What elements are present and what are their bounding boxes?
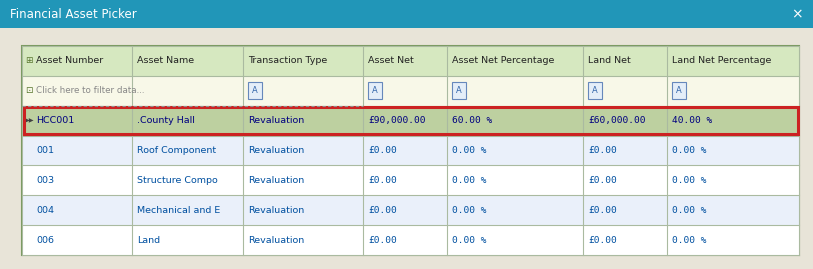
Text: 0.00 %: 0.00 % <box>452 176 486 185</box>
Bar <box>22 106 799 136</box>
Text: 0.00 %: 0.00 % <box>672 236 706 245</box>
Text: Transaction Type: Transaction Type <box>248 56 327 65</box>
Text: A: A <box>252 86 258 95</box>
Text: £60,000.00: £60,000.00 <box>588 116 646 125</box>
Bar <box>22 76 799 106</box>
Text: Land: Land <box>137 236 160 245</box>
Text: A: A <box>676 86 682 95</box>
Text: Revaluation: Revaluation <box>248 146 304 155</box>
Text: Asset Name: Asset Name <box>137 56 194 65</box>
Bar <box>22 195 799 225</box>
Text: A: A <box>592 86 598 95</box>
Bar <box>0 0 813 28</box>
Bar <box>368 82 382 100</box>
Text: £0.00: £0.00 <box>588 176 617 185</box>
Text: 0.00 %: 0.00 % <box>452 146 486 155</box>
Bar <box>672 82 686 100</box>
Bar <box>24 107 798 134</box>
Text: ⊡: ⊡ <box>25 86 33 95</box>
Text: 0.00 %: 0.00 % <box>452 236 486 245</box>
Bar <box>22 136 799 165</box>
Text: 001: 001 <box>36 146 54 155</box>
Text: £0.00: £0.00 <box>368 176 397 185</box>
Text: Revaluation: Revaluation <box>248 116 304 125</box>
Text: A: A <box>456 86 462 95</box>
Text: A: A <box>372 86 378 95</box>
Text: Mechanical and E: Mechanical and E <box>137 206 220 215</box>
Text: 60.00 %: 60.00 % <box>452 116 492 125</box>
Text: Revaluation: Revaluation <box>248 206 304 215</box>
Text: £0.00: £0.00 <box>588 206 617 215</box>
Text: Revaluation: Revaluation <box>248 236 304 245</box>
Text: 004: 004 <box>36 206 54 215</box>
Text: Land Net: Land Net <box>588 56 631 65</box>
Bar <box>22 165 799 195</box>
Text: Financial Asset Picker: Financial Asset Picker <box>10 8 137 20</box>
Text: 0.00 %: 0.00 % <box>672 146 706 155</box>
Text: £0.00: £0.00 <box>368 206 397 215</box>
Bar <box>452 82 466 100</box>
Text: 0.00 %: 0.00 % <box>672 206 706 215</box>
Bar <box>588 82 602 100</box>
Text: £0.00: £0.00 <box>368 146 397 155</box>
Text: HCC001: HCC001 <box>36 116 74 125</box>
Text: £0.00: £0.00 <box>588 236 617 245</box>
Text: Structure Compo: Structure Compo <box>137 176 218 185</box>
Bar <box>22 46 799 76</box>
Text: ⊞: ⊞ <box>25 56 33 65</box>
Text: Asset Number: Asset Number <box>36 56 103 65</box>
Text: 40.00 %: 40.00 % <box>672 116 712 125</box>
Text: Land Net Percentage: Land Net Percentage <box>672 56 772 65</box>
Text: Roof Component: Roof Component <box>137 146 216 155</box>
Bar <box>248 82 262 100</box>
Text: £90,000.00: £90,000.00 <box>368 116 425 125</box>
Text: Asset Net Percentage: Asset Net Percentage <box>452 56 554 65</box>
Text: £0.00: £0.00 <box>368 236 397 245</box>
Text: 003: 003 <box>36 176 54 185</box>
Bar <box>22 46 799 255</box>
Text: 0.00 %: 0.00 % <box>672 176 706 185</box>
Text: Click here to filter data...: Click here to filter data... <box>36 86 145 95</box>
Text: ▶▶: ▶▶ <box>25 118 34 123</box>
Text: Asset Net: Asset Net <box>368 56 414 65</box>
Text: 0.00 %: 0.00 % <box>452 206 486 215</box>
Bar <box>22 225 799 255</box>
Text: £0.00: £0.00 <box>588 146 617 155</box>
Text: 006: 006 <box>36 236 54 245</box>
Text: ×: × <box>791 7 803 21</box>
Text: Revaluation: Revaluation <box>248 176 304 185</box>
Text: .County Hall: .County Hall <box>137 116 195 125</box>
